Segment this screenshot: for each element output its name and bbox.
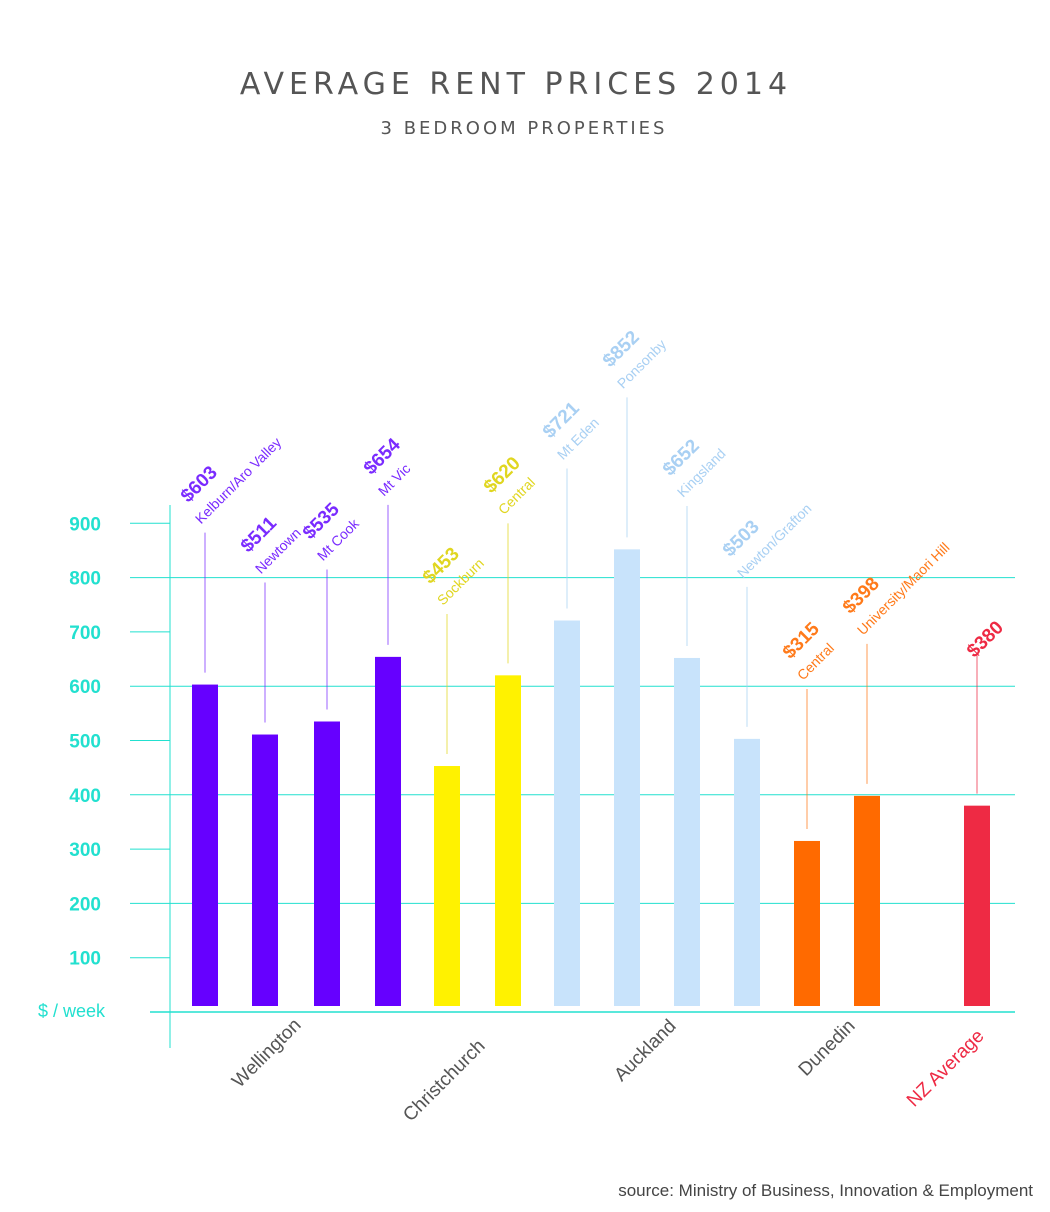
bar	[252, 734, 278, 1006]
bar	[434, 766, 460, 1006]
data-label-group: Mt Vic$654	[360, 434, 413, 499]
y-tick-label: 500	[69, 732, 101, 753]
data-label-group: Mt Eden$721	[539, 398, 602, 463]
bar	[192, 684, 218, 1006]
chart-title: AVERAGE RENT PRICES 2014	[240, 67, 792, 102]
data-label-group: Central$315	[779, 618, 837, 683]
data-label-group: Ponsonby$852	[599, 327, 669, 392]
price-label: $380	[963, 617, 1008, 662]
y-tick-label: 200	[69, 894, 101, 915]
y-tick-label: 100	[69, 949, 101, 970]
y-axis-unit-label: $ / week	[38, 1001, 106, 1021]
bar	[674, 657, 700, 1006]
y-tick-label: 300	[69, 840, 101, 861]
y-tick-label: 600	[69, 677, 101, 698]
chart-subtitle: 3 BEDROOM PROPERTIES	[381, 118, 668, 139]
data-label-group: Mt Cook$535	[299, 499, 363, 564]
bar	[554, 620, 580, 1006]
data-label-group: Newton/Grafton$503	[719, 500, 815, 581]
bar	[854, 795, 880, 1006]
bar	[614, 549, 640, 1006]
data-label-group: Kelburn/Aro Valley$603	[177, 434, 284, 527]
category-label: Wellington	[228, 1015, 305, 1092]
y-tick-label: 400	[69, 786, 101, 807]
bar	[495, 675, 521, 1006]
data-label-group: Sockburn$453	[419, 544, 487, 609]
data-label-group: $380	[963, 617, 1008, 662]
data-label-group: Newtown$511	[237, 513, 304, 577]
data-label-group: Central$620	[480, 453, 538, 518]
bar	[964, 805, 990, 1006]
bar	[314, 721, 340, 1006]
category-label: Christchurch	[399, 1036, 489, 1126]
bar	[794, 840, 820, 1006]
bar	[734, 738, 760, 1006]
y-tick-label: 900	[69, 514, 101, 535]
data-label-group: Kingsland$652	[659, 436, 729, 501]
category-label: Dunedin	[795, 1016, 860, 1081]
category-label: NZ Average	[903, 1026, 989, 1112]
y-tick-label: 800	[69, 569, 101, 590]
source-note: source: Ministry of Business, Innovation…	[618, 1181, 1033, 1200]
y-tick-label: 700	[69, 623, 101, 644]
data-label-group: University/Maori Hill$398	[839, 539, 953, 638]
category-label: Auckland	[610, 1016, 680, 1086]
bar	[375, 656, 401, 1006]
